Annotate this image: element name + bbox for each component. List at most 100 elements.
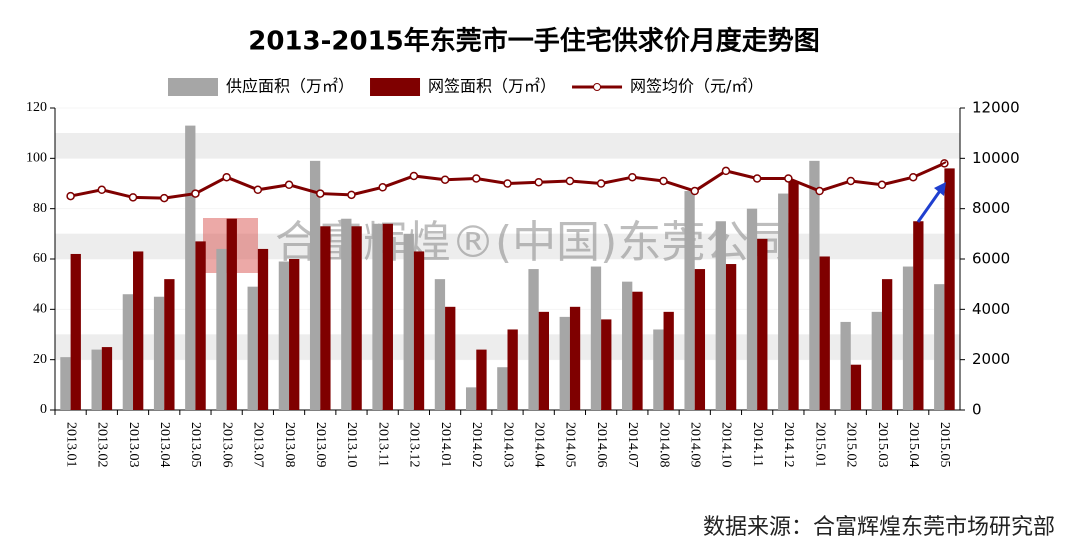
bar — [788, 180, 799, 410]
bar — [622, 281, 633, 410]
bar — [902, 266, 914, 410]
bar — [528, 269, 539, 410]
x-tick-label: 2014.04 — [531, 422, 546, 468]
bar — [60, 357, 71, 410]
marker — [565, 176, 575, 186]
arrow-2 — [917, 161, 947, 176]
bar — [913, 221, 924, 410]
marker — [97, 185, 107, 195]
bar — [309, 160, 321, 410]
marker — [409, 171, 419, 181]
y2-tick-label: 12000 — [972, 99, 1020, 117]
bar — [601, 319, 612, 410]
arrow — [916, 187, 944, 223]
x-tick-label: 2014.10 — [719, 422, 734, 468]
bar — [216, 248, 227, 410]
marker — [66, 191, 75, 201]
y2-tick-label: 2000 — [972, 350, 1010, 368]
bar — [122, 294, 134, 410]
y-tick-label: 80 — [33, 201, 47, 216]
bar — [559, 316, 570, 410]
bar — [101, 347, 113, 410]
legend-label: 网签面积（万㎡） — [428, 77, 556, 96]
y2-tick-label: 0 — [972, 401, 982, 419]
marker — [690, 186, 699, 196]
marker — [472, 174, 481, 183]
x-tick-label: 2014.08 — [656, 422, 671, 468]
x-tick-label: 2013.07 — [251, 422, 266, 468]
grid-band — [55, 133, 960, 159]
y2-tick-label: 6000 — [972, 250, 1010, 268]
bar — [434, 279, 446, 410]
bar — [278, 261, 290, 410]
marker — [284, 180, 294, 190]
marker — [815, 186, 824, 196]
marker — [128, 193, 138, 202]
bar — [257, 248, 269, 410]
bar — [372, 223, 383, 410]
x-tick-label: 2013.10 — [344, 422, 359, 468]
y-tick-label: 120 — [26, 100, 47, 115]
bar — [133, 251, 144, 410]
bar — [351, 226, 362, 410]
marker — [908, 172, 918, 182]
y-tick-label: 100 — [26, 151, 47, 166]
marker — [752, 174, 762, 183]
bar — [507, 329, 518, 410]
bar — [91, 349, 102, 410]
bar — [153, 296, 165, 410]
y-tick-label: 40 — [33, 302, 47, 317]
bar — [247, 286, 258, 410]
marker — [222, 172, 231, 182]
chart-title: 2013-2015年东莞市一手住宅供求价月度走势图 — [248, 26, 820, 57]
y-tick-label: 60 — [33, 251, 47, 266]
x-tick-label: 2014.05 — [563, 422, 578, 468]
bar — [632, 291, 643, 410]
marker — [440, 175, 450, 184]
legend-label: 网签均价（元/㎡） — [630, 77, 763, 96]
bar — [445, 306, 456, 410]
y-tick-label: 20 — [33, 352, 47, 367]
bar — [934, 284, 945, 410]
x-tick-label: 2013.11 — [375, 422, 390, 467]
x-tick-label: 2014.12 — [781, 422, 796, 468]
bar — [476, 349, 487, 410]
bar — [590, 266, 602, 410]
x-tick-label: 2013.04 — [157, 422, 172, 468]
bar — [684, 191, 695, 410]
y2-tick-label: 8000 — [972, 199, 1010, 217]
bar — [778, 193, 789, 410]
x-tick-label: 2015.02 — [844, 422, 859, 468]
bar — [226, 218, 237, 410]
x-tick-label: 2013.08 — [282, 422, 297, 468]
x-tick-label: 2014.09 — [688, 422, 703, 468]
marker — [846, 176, 856, 186]
bar — [715, 221, 726, 410]
bar — [569, 306, 581, 410]
x-tick-label: 2014.03 — [500, 422, 515, 468]
x-tick-label: 2014.02 — [469, 422, 484, 468]
x-tick-label: 2013.05 — [188, 422, 203, 468]
x-tick-label: 2013.09 — [313, 422, 328, 468]
marker — [253, 185, 263, 195]
bar — [70, 253, 81, 410]
marker — [378, 183, 387, 192]
x-tick-label: 2013.02 — [95, 422, 110, 468]
bar — [881, 279, 893, 410]
bar — [538, 311, 550, 410]
bar — [819, 256, 830, 410]
bar — [164, 279, 175, 410]
x-tick-label: 2014.11 — [750, 422, 765, 467]
bar — [850, 364, 862, 410]
marker — [659, 176, 668, 186]
bar — [289, 259, 300, 410]
bar — [320, 226, 331, 410]
x-tick-label: 2013.12 — [407, 422, 422, 468]
bar — [403, 233, 414, 410]
marker — [534, 177, 543, 187]
bar — [944, 168, 955, 410]
bar — [840, 321, 851, 410]
y-tick-label: 0 — [40, 402, 47, 417]
marker — [503, 179, 512, 188]
